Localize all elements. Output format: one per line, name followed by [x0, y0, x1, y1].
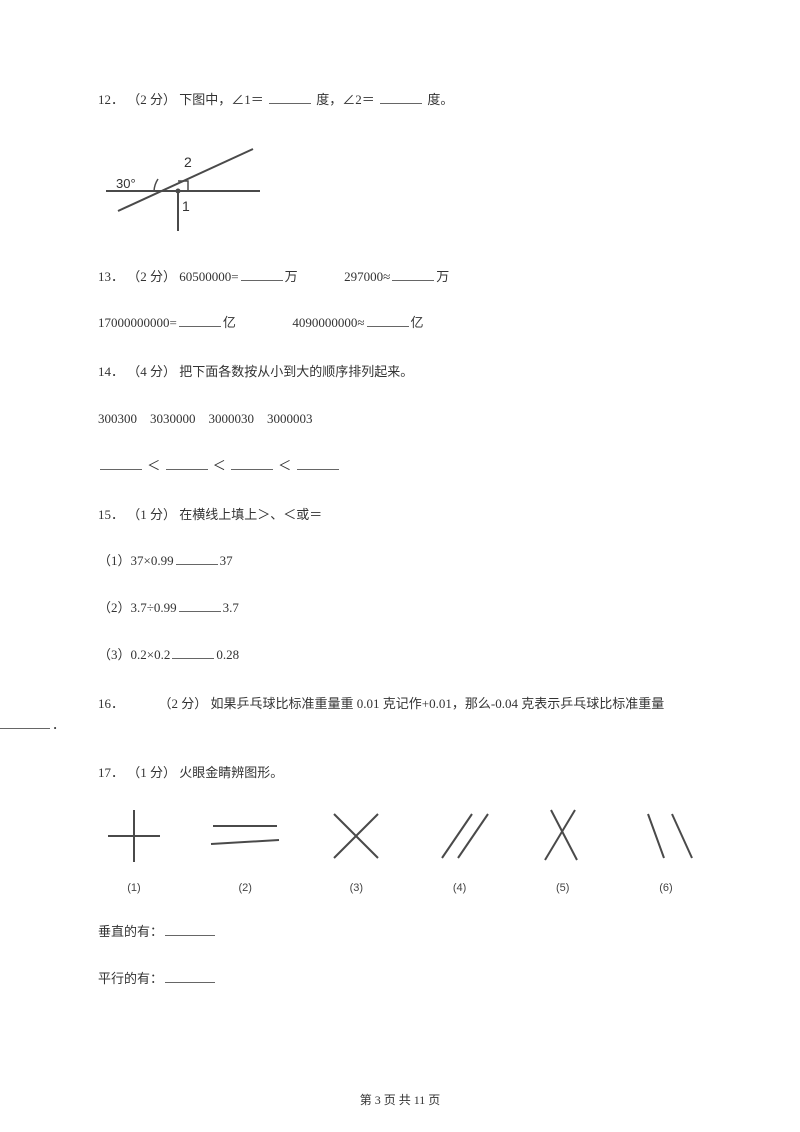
- figure-2: (2): [205, 804, 285, 898]
- q15-sub2a: （2）3.7÷0.99: [98, 600, 177, 615]
- q13-p1b: 万: [285, 269, 298, 284]
- q15-blank2: [179, 598, 221, 612]
- question-15: 15． （1 分） 在横线上填上＞、＜或＝ （1）37×0.99 37 （2）3.…: [98, 505, 702, 666]
- q15-sub2b: 3.7: [223, 600, 239, 615]
- q14-blank3: [231, 456, 273, 470]
- q14-lt2: ＜: [213, 458, 226, 473]
- q13-p4a: 4090000000≈: [292, 315, 364, 330]
- q14-points: （4 分）: [127, 364, 176, 379]
- q15-sub1b: 37: [220, 553, 233, 568]
- q13-p3b: 亿: [223, 315, 236, 330]
- q14-text: 把下面各数按从小到大的顺序排列起来。: [179, 364, 413, 379]
- q17-parallel-blank: [165, 969, 215, 983]
- figure-4-label: (4): [453, 880, 466, 898]
- figure-3-label: (3): [350, 880, 363, 898]
- q13-p4b: 亿: [411, 315, 424, 330]
- q15-text: 在横线上填上＞、＜或＝: [179, 507, 322, 522]
- angle-diagram: 30° 2 1: [98, 139, 702, 241]
- q13-p2b: 万: [436, 269, 449, 284]
- figure-5-label: (5): [556, 880, 569, 898]
- q16-blank: [0, 715, 50, 729]
- q14-lt1: ＜: [147, 458, 160, 473]
- question-16: 16． （2 分） 如果乒乓球比标准重量重 0.01 克记作+0.01，那么-0…: [0, 694, 702, 736]
- q12-number: 12．: [98, 92, 124, 107]
- figure-2-label: (2): [238, 880, 251, 898]
- q12-text2: 度，∠2＝: [316, 92, 375, 107]
- q15-number: 15．: [98, 507, 124, 522]
- q16-points: （2 分）: [159, 696, 208, 711]
- q14-lt3: ＜: [278, 458, 291, 473]
- q17-text: 火眼金睛辨图形。: [179, 765, 283, 780]
- q13-blank2: [392, 267, 434, 281]
- q13-blank4: [367, 313, 409, 327]
- q14-blank4: [297, 456, 339, 470]
- angle-30-label: 30°: [116, 176, 136, 191]
- figure-6: (6): [634, 804, 698, 898]
- question-14: 14． （4 分） 把下面各数按从小到大的顺序排列起来。 300300 3030…: [98, 362, 702, 476]
- q15-sub3a: （3）0.2×0.2: [98, 647, 170, 662]
- q14-number: 14．: [98, 364, 124, 379]
- q17-perpendicular-blank: [165, 922, 215, 936]
- q13-p3a: 17000000000=: [98, 315, 177, 330]
- q12-blank1: [269, 90, 311, 104]
- figure-4: (4): [428, 804, 492, 898]
- q12-points: （2 分）: [127, 92, 176, 107]
- q16-text2: ．: [52, 717, 65, 732]
- q17-parallel-label: 平行的有：: [98, 971, 163, 986]
- page-number: 第 3 页 共 11 页: [360, 1093, 441, 1107]
- q14-blank2: [166, 456, 208, 470]
- q15-points: （1 分）: [127, 507, 176, 522]
- q15-blank1: [176, 551, 218, 565]
- figure-6-label: (6): [659, 880, 672, 898]
- q17-points: （1 分）: [127, 765, 176, 780]
- figure-5: (5): [531, 804, 595, 898]
- q13-p2a: 297000≈: [344, 269, 390, 284]
- question-13: 13． （2 分） 60500000= 万 297000≈ 万 1700000000…: [98, 267, 702, 335]
- q16-text1: 如果乒乓球比标准重量重 0.01 克记作+0.01，那么-0.04 克表示乒乓球…: [211, 696, 665, 711]
- q15-sub1a: （1）37×0.99: [98, 553, 174, 568]
- q14-blank1: [100, 456, 142, 470]
- angle-1-label: 1: [182, 198, 190, 214]
- angle-2-label: 2: [184, 154, 192, 170]
- q17-perpendicular-label: 垂直的有：: [98, 924, 163, 939]
- figure-1: (1): [102, 804, 166, 898]
- figure-3: (3): [324, 804, 388, 898]
- q15-sub3b: 0.28: [216, 647, 239, 662]
- q12-blank2: [380, 90, 422, 104]
- q15-blank3: [172, 645, 214, 659]
- q13-p1a: 60500000=: [179, 269, 238, 284]
- q14-numbers: 300300 3030000 3000030 3000003: [98, 409, 702, 430]
- q13-blank1: [241, 267, 283, 281]
- figures-row: (1) (2) (3) (4) (5) (6): [98, 804, 702, 898]
- q17-number: 17．: [98, 765, 124, 780]
- q12-text1: 下图中，∠1＝: [179, 92, 264, 107]
- q12-text3: 度。: [427, 92, 453, 107]
- q16-number: 16．: [98, 694, 124, 715]
- page-footer: 第 3 页 共 11 页: [0, 1091, 800, 1110]
- q13-blank3: [179, 313, 221, 327]
- q13-number: 13．: [98, 269, 124, 284]
- question-12: 12． （2 分） 下图中，∠1＝ 度，∠2＝ 度。: [98, 90, 702, 111]
- question-17: 17． （1 分） 火眼金睛辨图形。 (1) (2) (3) (4) (5): [98, 763, 702, 989]
- figure-1-label: (1): [127, 880, 140, 898]
- q13-points: （2 分）: [127, 269, 176, 284]
